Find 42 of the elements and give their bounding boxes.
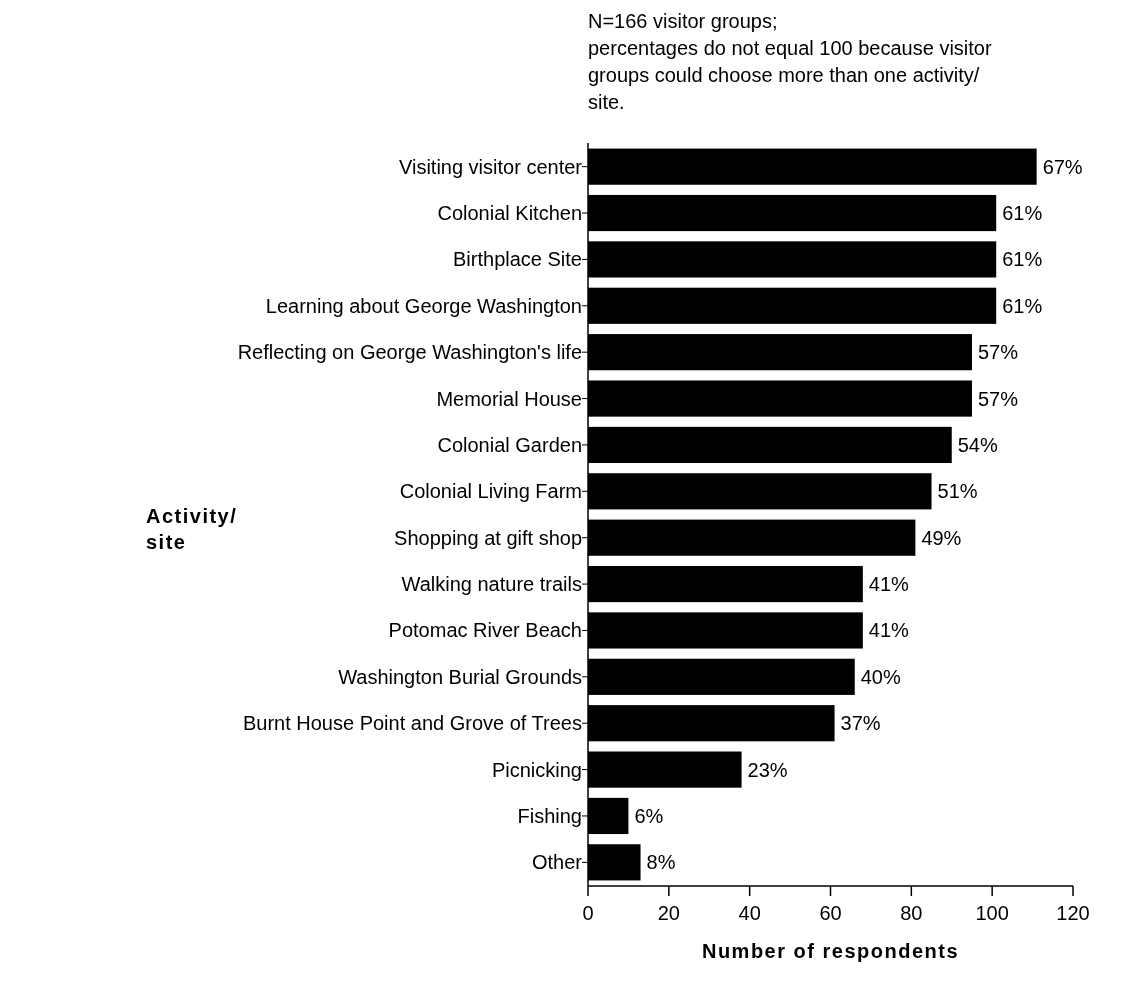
y-tick-label: Birthplace Site: [453, 248, 582, 271]
annotation: 67%: [1042, 155, 1083, 178]
annotation: 61%: [1002, 202, 1043, 225]
x-tick-label: 40: [738, 902, 761, 924]
annotation: 57%: [977, 341, 1019, 364]
y-tick-label: Colonial Garden: [437, 433, 582, 456]
annotation: 23%: [747, 758, 788, 781]
annotation: 54%: [957, 433, 998, 456]
annotation: 40%: [860, 665, 901, 688]
y-tick-label: Shopping at gift shop: [394, 526, 582, 549]
y-tick-label: Potomac River Beach: [388, 619, 582, 642]
y-axis-title: Activity/ site: [146, 505, 238, 553]
y-tick-label: Washington Burial Grounds: [338, 665, 582, 688]
annotation: 8%: [646, 851, 676, 874]
annotation: 41%: [868, 619, 910, 642]
annotation: 6%: [634, 804, 664, 827]
y-tick-label: Learning about George Washington: [265, 294, 582, 317]
x-tick-label: 100: [975, 902, 1009, 924]
y-tick-label: Picnicking: [491, 758, 582, 781]
y-tick-label: Colonial Kitchen: [437, 202, 582, 225]
annotation: 61%: [1002, 294, 1043, 317]
y-tick-label: Memorial House: [436, 387, 582, 410]
annotation: 51%: [937, 480, 978, 503]
y-tick-label: Visiting visitor center: [398, 155, 583, 178]
y-tick-label: Fishing: [517, 804, 582, 827]
y-tick-label: Other: [531, 851, 583, 874]
x-tick-label: 80: [900, 902, 923, 924]
annotation: 61%: [1002, 248, 1043, 271]
annotation: 49%: [921, 526, 962, 549]
x-tick-label: 0: [582, 902, 594, 924]
annotation: 41%: [868, 573, 910, 596]
y-tick-label: Reflecting on George Washington's life: [237, 341, 582, 364]
text: N=166 visitor groups; percentages do not equal 100 because visitor groups could choose more than one activity/ site.: [588, 10, 992, 113]
y-tick-label: Burnt House Point and Grove of Trees: [242, 712, 582, 735]
x-axis-title: Number of respondents: [701, 940, 960, 962]
y-tick-label: Colonial Living Farm: [399, 480, 582, 503]
y-tick-label: Walking nature trails: [401, 573, 582, 596]
annotation: 37%: [840, 712, 881, 735]
x-tick-label: 120: [1056, 902, 1090, 924]
x-tick-label: 20: [657, 902, 680, 924]
annotation: 57%: [977, 387, 1019, 410]
x-tick-label: 60: [819, 902, 842, 924]
